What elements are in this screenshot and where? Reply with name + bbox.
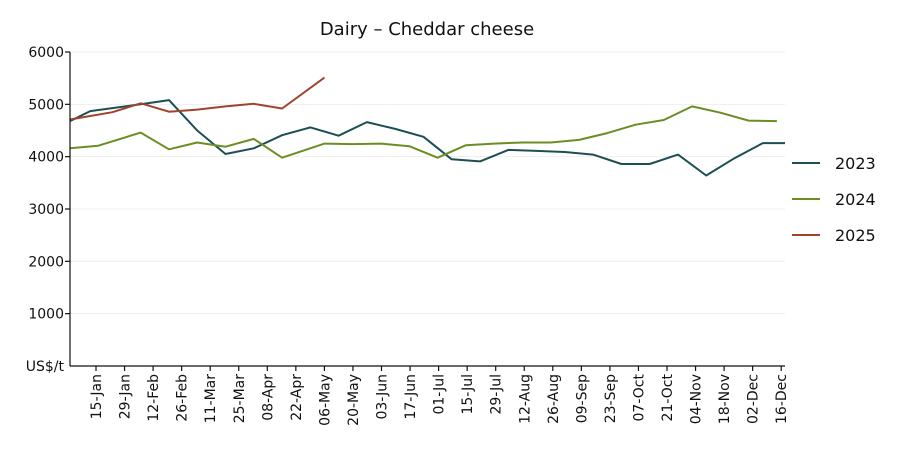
grid bbox=[70, 51, 785, 315]
y-tick-label: 5000 bbox=[28, 97, 64, 113]
x-tick-label: 09-Sep bbox=[574, 374, 590, 423]
y-tick-labels: 1000 2000 3000 4000 5000 6000 bbox=[28, 45, 70, 323]
x-tick-label: 23-Sep bbox=[603, 374, 619, 423]
x-tick-label: 12-Feb bbox=[146, 374, 162, 422]
y-tick-label: 4000 bbox=[28, 150, 64, 166]
x-tick-label: 26-Aug bbox=[546, 374, 562, 424]
legend-label-2025: 2025 bbox=[835, 226, 876, 245]
x-tick-label: 26-Feb bbox=[175, 374, 191, 422]
x-tick-label: 29-Jul bbox=[489, 374, 505, 415]
x-tick-label: 03-Jun bbox=[375, 374, 391, 420]
x-tick-labels: 15-Jan 29-Jan 12-Feb 26-Feb 11-Mar 25-Mar 08-A… bbox=[89, 366, 790, 426]
x-tick-label: 15-Jan bbox=[89, 374, 105, 419]
x-tick-label: 01-Jul bbox=[432, 374, 448, 415]
y-axis-label: US$/t bbox=[26, 359, 65, 375]
series-line-2024 bbox=[69, 105, 777, 159]
chart-title: Dairy – Cheddar cheese bbox=[320, 19, 534, 40]
legend-label-2023: 2023 bbox=[835, 154, 876, 173]
series-line-2023 bbox=[69, 99, 785, 177]
x-tick-label: 20-May bbox=[346, 374, 362, 426]
x-tick-label: 12-Aug bbox=[517, 374, 533, 424]
legend: 2023 2024 2025 bbox=[792, 154, 876, 245]
x-tick-label: 08-Apr bbox=[260, 374, 276, 421]
x-tick-label: 04-Nov bbox=[689, 374, 705, 424]
x-tick-label: 21-Oct bbox=[660, 373, 676, 421]
x-tick-label: 02-Dec bbox=[746, 374, 762, 424]
y-tick-label: 6000 bbox=[28, 45, 64, 61]
series-line-2025 bbox=[69, 76, 326, 121]
y-tick-label: 2000 bbox=[28, 254, 64, 270]
x-tick-label: 16-Dec bbox=[774, 374, 790, 424]
legend-label-2024: 2024 bbox=[835, 190, 876, 209]
x-tick-label: 11-Mar bbox=[203, 374, 219, 424]
x-tick-label: 06-May bbox=[317, 374, 333, 426]
x-tick-label: 29-Jan bbox=[118, 374, 134, 419]
x-tick-label: 17-Jun bbox=[403, 374, 419, 420]
x-tick-label: 25-Mar bbox=[232, 374, 248, 424]
x-tick-label: 07-Oct bbox=[631, 373, 647, 421]
x-tick-label: 15-Jul bbox=[460, 374, 476, 415]
x-tick-label: 22-Apr bbox=[289, 374, 305, 421]
series-lines bbox=[69, 76, 785, 177]
x-tick-label: 18-Nov bbox=[717, 374, 733, 424]
y-tick-label: 1000 bbox=[28, 307, 64, 323]
y-tick-label: 3000 bbox=[28, 202, 64, 218]
